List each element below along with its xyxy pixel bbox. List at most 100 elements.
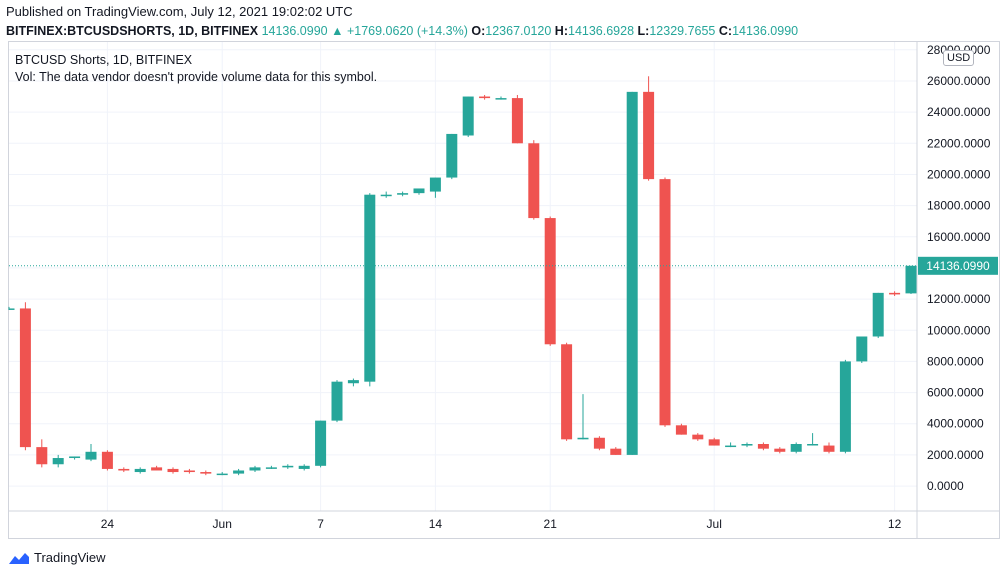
candle-body bbox=[331, 381, 343, 421]
symbol-name: BITFINEX:BTCUSDSHORTS, 1D, BITFINEX bbox=[6, 24, 259, 38]
tradingview-brand[interactable]: TradingView bbox=[8, 550, 106, 565]
candle bbox=[872, 292, 884, 339]
candle bbox=[889, 291, 901, 296]
candle bbox=[134, 467, 146, 474]
candle-body bbox=[675, 425, 687, 435]
candle-body bbox=[889, 292, 901, 295]
y-tick-label: 4000.0000 bbox=[927, 417, 984, 431]
candle-body bbox=[708, 439, 720, 446]
tradingview-logo-icon bbox=[9, 552, 29, 564]
y-tick-label: 26000.0000 bbox=[927, 74, 991, 88]
candle bbox=[282, 464, 294, 469]
candle bbox=[36, 439, 48, 468]
candle-body bbox=[544, 218, 556, 345]
price-axis: 0.0000 2000.0000 4000.0000 6000.0000 8000.00… bbox=[916, 42, 991, 538]
y-tick-label: 8000.0000 bbox=[927, 354, 984, 368]
candle bbox=[725, 442, 737, 448]
published-text: Published on TradingView.com, July 12, 2… bbox=[6, 4, 353, 19]
candle-body bbox=[315, 420, 327, 466]
time-axis: 24 Jun 7 14 21 Jul 12 bbox=[9, 510, 999, 531]
candle bbox=[790, 442, 802, 454]
candle bbox=[265, 465, 277, 469]
candle-body bbox=[577, 437, 589, 440]
candle-body bbox=[839, 361, 851, 452]
candle-body bbox=[151, 467, 163, 471]
candle-body bbox=[380, 194, 392, 197]
candle bbox=[429, 177, 441, 198]
open-value: 12367.0120 bbox=[485, 24, 552, 38]
candle-body bbox=[511, 98, 523, 144]
candle bbox=[216, 472, 228, 476]
open-label: O: bbox=[471, 24, 486, 38]
candle-body bbox=[36, 447, 48, 465]
high-label: H: bbox=[554, 24, 568, 38]
candle-body bbox=[9, 308, 15, 310]
candle-body bbox=[52, 458, 64, 465]
candle-body bbox=[118, 468, 130, 471]
currency-button[interactable]: USD bbox=[943, 50, 975, 66]
chart-frame[interactable] bbox=[8, 41, 1000, 539]
candle-body bbox=[593, 437, 605, 449]
candle-body bbox=[101, 451, 113, 469]
candle-body bbox=[69, 456, 81, 459]
y-tick-label: 10000.0000 bbox=[927, 323, 991, 337]
candle-body bbox=[282, 465, 294, 468]
x-tick-label: 12 bbox=[888, 517, 902, 531]
candle bbox=[741, 442, 753, 448]
x-tick-label: 24 bbox=[101, 517, 115, 531]
candle bbox=[593, 436, 605, 451]
candle bbox=[757, 442, 769, 451]
candle-body bbox=[905, 265, 917, 294]
low-value: 12329.7655 bbox=[649, 24, 716, 38]
candle-body bbox=[790, 444, 802, 452]
candle bbox=[200, 470, 212, 476]
candle bbox=[69, 456, 81, 460]
candle bbox=[905, 265, 917, 294]
volume-note: Vol: The data vendor doesn't provide vol… bbox=[15, 70, 378, 84]
candle-body bbox=[19, 308, 31, 448]
candles bbox=[8, 76, 917, 476]
candle bbox=[315, 420, 327, 468]
high-value: 14136.6928 bbox=[568, 24, 635, 38]
candle bbox=[544, 216, 556, 346]
candle bbox=[856, 336, 868, 363]
candle bbox=[495, 96, 507, 100]
candle-body bbox=[200, 472, 212, 474]
close-value: 14136.0990 bbox=[732, 24, 799, 38]
candle bbox=[823, 442, 835, 454]
x-tick-label: Jun bbox=[213, 517, 232, 531]
candle bbox=[331, 380, 343, 423]
candle bbox=[479, 94, 491, 100]
y-tick-label: 2000.0000 bbox=[927, 448, 984, 462]
candle bbox=[561, 342, 573, 441]
candle-body bbox=[757, 444, 769, 449]
candle bbox=[52, 454, 64, 468]
candle-body bbox=[692, 434, 704, 440]
x-tick-label: 14 bbox=[429, 517, 443, 531]
candle bbox=[610, 447, 622, 455]
candle-body bbox=[741, 444, 753, 446]
candle bbox=[462, 96, 474, 138]
candle bbox=[774, 447, 786, 454]
last-price-line: 14136.0990 bbox=[9, 256, 998, 275]
y-tick-label: 24000.0000 bbox=[927, 105, 991, 119]
candle-body bbox=[643, 91, 655, 180]
candle-body bbox=[364, 194, 376, 382]
x-tick-label: Jul bbox=[707, 517, 722, 531]
brand-name: TradingView bbox=[34, 550, 106, 565]
last-value: 14136.0990 bbox=[261, 24, 328, 38]
symbol-legend: BITFINEX:BTCUSDSHORTS, 1D, BITFINEX 1413… bbox=[6, 24, 798, 38]
candle-body bbox=[429, 177, 441, 192]
change-value: ▲ +1769.0620 (+14.3%) bbox=[331, 24, 468, 38]
y-tick-label: 6000.0000 bbox=[927, 386, 984, 400]
candle-body bbox=[872, 292, 884, 337]
candle-body bbox=[85, 451, 97, 460]
candle bbox=[675, 423, 687, 435]
candle-body bbox=[823, 445, 835, 452]
candle-body bbox=[265, 467, 277, 469]
candle-body bbox=[528, 143, 540, 219]
candle-body bbox=[462, 96, 474, 136]
pane-title: BTCUSD Shorts, 1D, BITFINEX bbox=[15, 53, 193, 67]
candle bbox=[626, 91, 638, 455]
